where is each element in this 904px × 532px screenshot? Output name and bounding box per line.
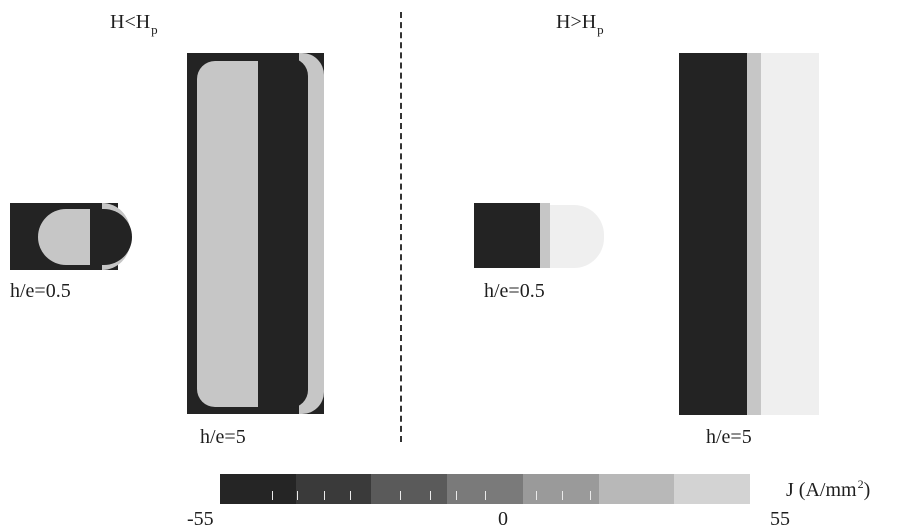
right-header-main: H>H: [556, 11, 597, 33]
right-large-sample: [679, 53, 819, 415]
right-large-sample-light-strip: [745, 53, 761, 415]
right-small-sample-pale-region: [548, 205, 604, 268]
colorbar-tick: [350, 491, 351, 500]
colorbar-segment-1: [220, 474, 296, 504]
right-small-sample-light-strip: [538, 203, 550, 268]
left-large-sample-light-half: [197, 61, 258, 407]
left-large-label: h/e=5: [200, 426, 246, 448]
left-panel-header: H<Hp: [110, 11, 158, 36]
colorbar-tick: [272, 491, 273, 500]
left-large-sample: [187, 53, 324, 414]
left-large-sample-dark-half: [258, 58, 308, 408]
colorbar-tick: [536, 491, 537, 500]
colorbar-min-label: -55: [187, 508, 214, 530]
right-small-label: h/e=0.5: [484, 280, 545, 302]
colorbar-tick: [430, 491, 431, 500]
right-panel-header: H>Hp: [556, 11, 604, 36]
colorbar-segment-7: [674, 474, 751, 504]
colorbar-tick: [485, 491, 486, 500]
right-small-sample-dark-region: [474, 203, 540, 268]
colorbar-tick: [456, 491, 457, 500]
colorbar-unit-label: J (A/mm2): [786, 477, 871, 501]
right-large-sample-dark-region: [679, 53, 747, 415]
colorbar-mid-label: 0: [498, 508, 508, 530]
panel-divider: [400, 12, 402, 442]
colorbar-unit-prefix: J (A/mm: [786, 479, 857, 501]
colorbar-segment-5: [522, 474, 599, 504]
right-header-subscript: p: [597, 22, 604, 37]
right-large-label: h/e=5: [706, 426, 752, 448]
left-header-main: H<H: [110, 11, 151, 33]
colorbar-segment-2: [295, 474, 372, 504]
colorbar-segment-6: [598, 474, 675, 504]
colorbar-tick: [590, 491, 591, 500]
right-small-sample: [474, 203, 604, 268]
colorbar-tick: [562, 491, 563, 500]
colorbar-tick: [400, 491, 401, 500]
left-small-sample-light-half: [38, 209, 90, 265]
colorbar: [220, 474, 751, 504]
left-small-sample: [10, 203, 132, 270]
colorbar-segment-3: [371, 474, 448, 504]
colorbar-tick: [324, 491, 325, 500]
colorbar-unit-suffix: ): [863, 479, 871, 501]
left-header-subscript: p: [151, 22, 158, 37]
colorbar-max-label: 55: [770, 508, 790, 530]
colorbar-unit-exponent: 2: [857, 477, 864, 491]
colorbar-tick: [297, 491, 298, 500]
left-small-label: h/e=0.5: [10, 280, 71, 302]
right-large-sample-pale-region: [761, 53, 819, 415]
